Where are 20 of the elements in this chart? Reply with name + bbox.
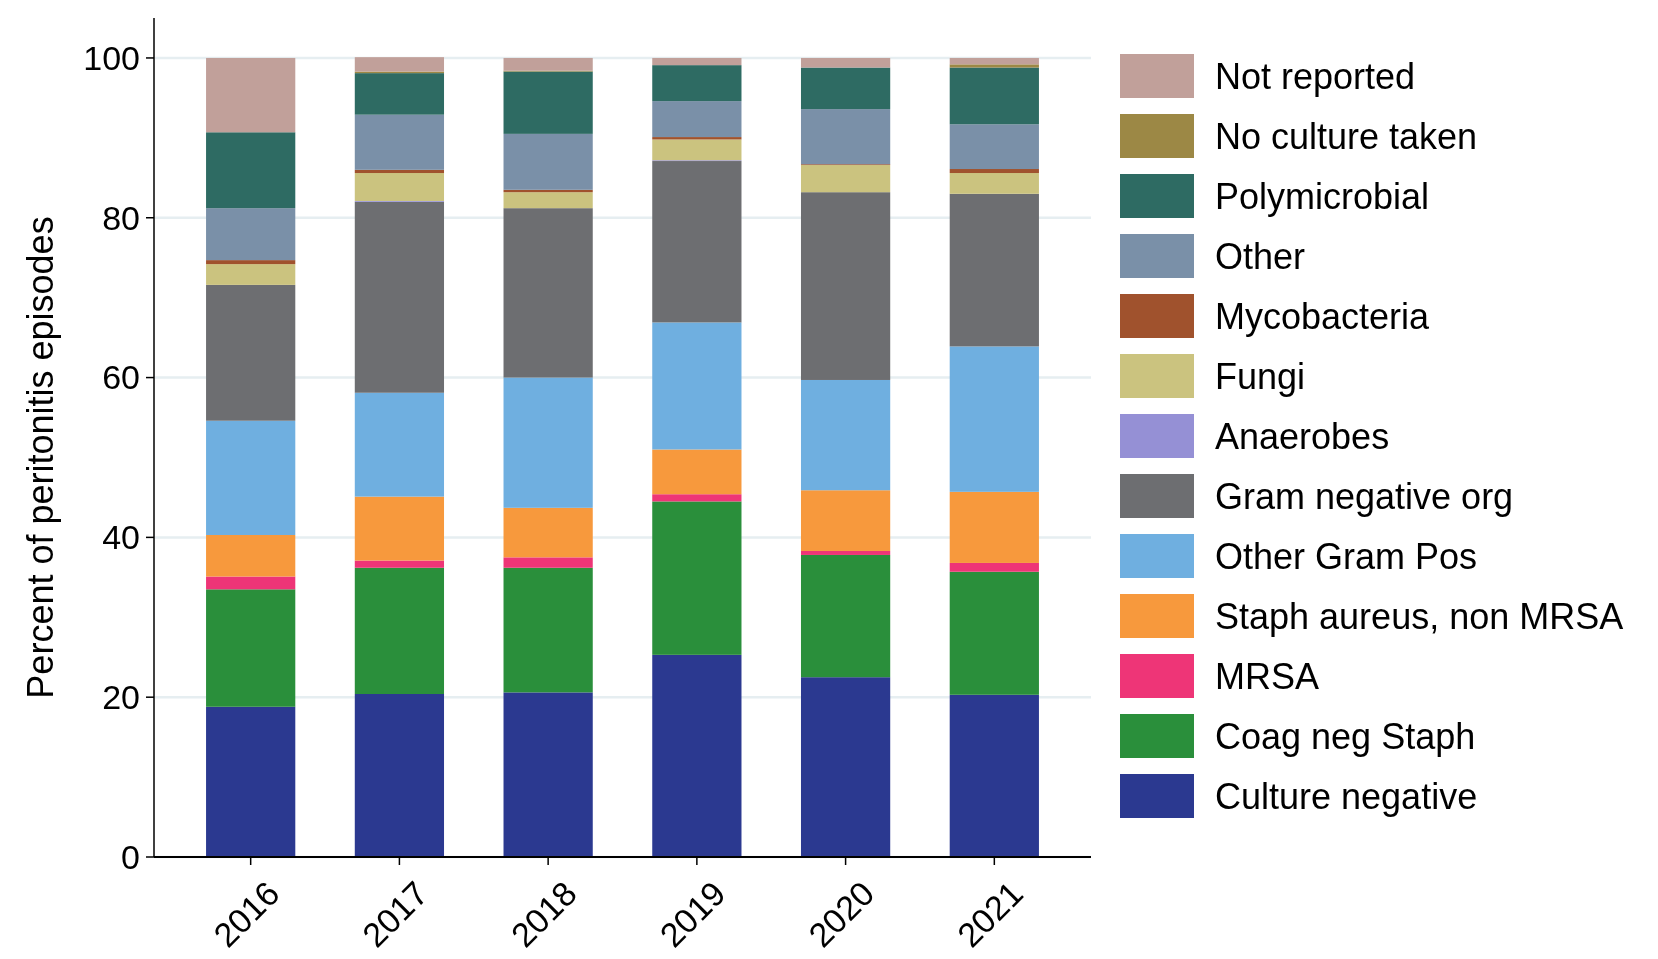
legend-label: Other Gram Pos [1215,535,1478,577]
y-tick-label: 80 [102,198,140,237]
legend-label: Gram negative org [1215,475,1514,517]
legend-label: MRSA [1215,655,1320,697]
legend-label: Staph aureus, non MRSA [1215,595,1624,637]
legend-label: Anaerobes [1215,415,1390,457]
legend-label: No culture taken [1215,115,1478,157]
y-tick-label: 40 [102,518,140,557]
legend-label: Polymicrobial [1215,175,1430,217]
y-axis-title: Percent of peritonitis episodes [20,216,61,699]
legend-label: Culture negative [1215,775,1478,817]
legend-label: Not reported [1215,55,1416,97]
legend-label: Other [1215,235,1306,277]
y-tick-label: 20 [102,678,140,717]
legend-label: Coag neg Staph [1215,715,1476,757]
legend-label: Fungi [1215,355,1306,397]
legend-label: Mycobacteria [1215,295,1431,337]
y-tick-label: 100 [83,38,140,77]
y-tick-label: 0 [121,837,140,876]
y-tick-label: 60 [102,358,140,397]
